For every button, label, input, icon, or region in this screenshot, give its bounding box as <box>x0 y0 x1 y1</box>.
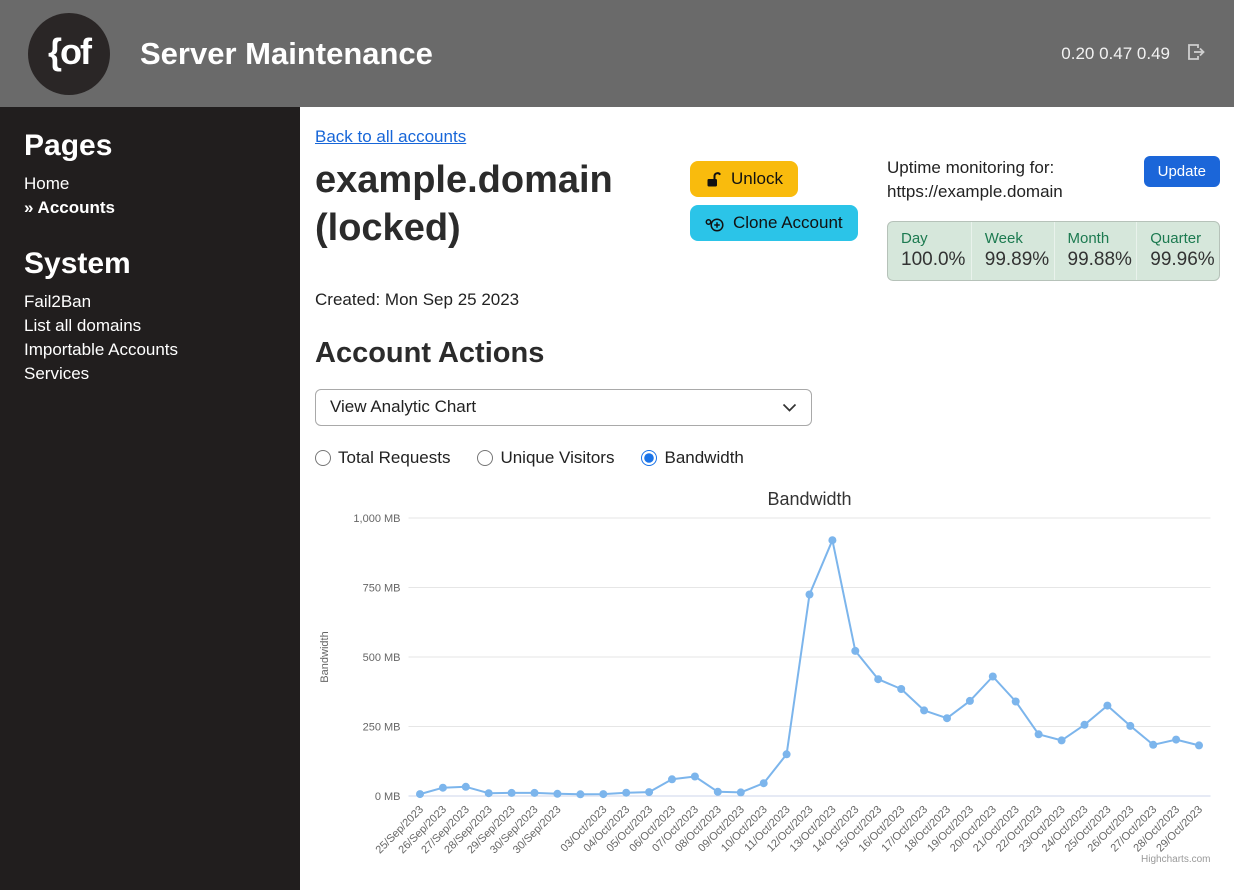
uptime-label-day: Day <box>901 230 928 247</box>
uptime-cell-month: Month 99.88% <box>1053 222 1137 280</box>
uptime-value-week: 99.89% <box>984 249 1050 270</box>
uptime-cell-week: Week 99.89% <box>970 222 1054 280</box>
svg-text:750 MB: 750 MB <box>363 582 401 594</box>
content-header: example.domain (locked) Created: Mon Sep… <box>315 156 1220 310</box>
update-button[interactable]: Update <box>1143 156 1220 187</box>
header-bar: {of Server Maintenance 0.20 0.47 0.49 <box>0 0 1234 107</box>
created-date: Created: Mon Sep 25 2023 <box>315 289 520 309</box>
sidebar-heading-system: System <box>24 247 131 280</box>
svg-text:1,000 MB: 1,000 MB <box>353 513 400 525</box>
unlock-icon <box>705 171 722 188</box>
svg-text:250 MB: 250 MB <box>363 721 401 733</box>
svg-text:Bandwidth: Bandwidth <box>319 631 331 682</box>
account-buttons: Unlock Clone Account <box>690 156 886 310</box>
radio-unique-visitors-input[interactable] <box>477 449 494 466</box>
radio-total-requests-input[interactable] <box>315 449 331 466</box>
sidebar: Pages Home » Accounts System Fail2Ban Li… <box>0 107 300 890</box>
sidebar-item-importable-accounts[interactable]: Importable Accounts <box>24 340 179 359</box>
back-to-accounts-link[interactable]: Back to all accounts <box>315 127 467 146</box>
uptime-heading-line1: Uptime monitoring for: <box>887 158 1055 177</box>
title-column: example.domain (locked) Created: Mon Sep… <box>315 156 690 310</box>
sidebar-item-fail2ban[interactable]: Fail2Ban <box>24 292 92 311</box>
sidebar-item-home[interactable]: Home <box>24 174 70 193</box>
sidebar-item-list-all-domains[interactable]: List all domains <box>24 316 142 335</box>
uptime-label-week: Week <box>984 230 1023 247</box>
analytic-chart-select[interactable]: View Analytic Chart <box>315 388 812 426</box>
radio-total-requests[interactable]: Total Requests <box>315 448 450 468</box>
sidebar-item-accounts[interactable]: » Accounts <box>24 198 116 217</box>
sidebar-heading-pages: Pages <box>24 129 113 162</box>
uptime-label-month: Month <box>1067 230 1110 247</box>
svg-text:500 MB: 500 MB <box>363 652 401 664</box>
radio-unique-visitors[interactable]: Unique Visitors <box>477 448 614 468</box>
highcharts-credit[interactable]: Highcharts.com <box>1141 854 1210 865</box>
radio-unique-visitors-label: Unique Visitors <box>500 447 615 467</box>
account-actions-heading: Account Actions <box>315 336 545 369</box>
uptime-label-quarter: Quarter <box>1150 230 1202 247</box>
uptime-value-day: 100.0% <box>901 249 966 270</box>
app-logo-text: {of <box>48 30 92 72</box>
uptime-cell-day: Day 100.0% <box>888 222 971 280</box>
uptime-table: Day 100.0% Week 99.89% Month 99.88% Quar… <box>887 221 1220 281</box>
uptime-cell-quarter: Quarter 99.96% <box>1136 222 1219 280</box>
uptime-heading: Uptime monitoring for: https://example.d… <box>887 156 1063 204</box>
logout-button[interactable] <box>1184 40 1208 67</box>
sidebar-item-services[interactable]: Services <box>24 364 90 383</box>
uptime-value-quarter: 99.96% <box>1150 249 1215 270</box>
clone-icon <box>705 215 724 232</box>
uptime-heading-line2: https://example.domain <box>887 182 1063 201</box>
app-title: Server Maintenance <box>140 35 433 71</box>
radio-bandwidth-input[interactable] <box>641 449 658 466</box>
clone-button-label: Clone Account <box>733 213 843 232</box>
uptime-section: Uptime monitoring for: https://example.d… <box>886 156 1220 310</box>
uptime-value-month: 99.88% <box>1067 249 1132 270</box>
radio-bandwidth-label: Bandwidth <box>664 447 744 467</box>
load-averages: 0.20 0.47 0.49 <box>1061 43 1170 63</box>
svg-text:Bandwidth: Bandwidth <box>767 489 851 509</box>
unlock-button[interactable]: Unlock <box>690 161 798 197</box>
page-title: example.domain (locked) <box>315 159 613 250</box>
radio-total-requests-label: Total Requests <box>338 447 451 467</box>
bandwidth-chart: 0 MB 250 MB 500 MB 750 MB 1,000 MB 25/Sep/202… <box>315 479 1220 869</box>
chevron-down-icon <box>782 403 797 412</box>
analytic-chart-select-value: View Analytic Chart <box>330 397 477 416</box>
clone-account-button[interactable]: Clone Account <box>690 205 858 241</box>
radio-bandwidth[interactable]: Bandwidth <box>641 447 744 468</box>
app-logo: {of <box>28 12 110 95</box>
metric-radio-group: Total Requests Unique Visitors Bandwidth <box>315 448 1220 468</box>
main-content: Back to all accounts example.domain (loc… <box>300 107 1234 890</box>
svg-text:0 MB: 0 MB <box>375 791 401 803</box>
logout-icon <box>1184 40 1208 67</box>
unlock-button-label: Unlock <box>731 169 783 188</box>
